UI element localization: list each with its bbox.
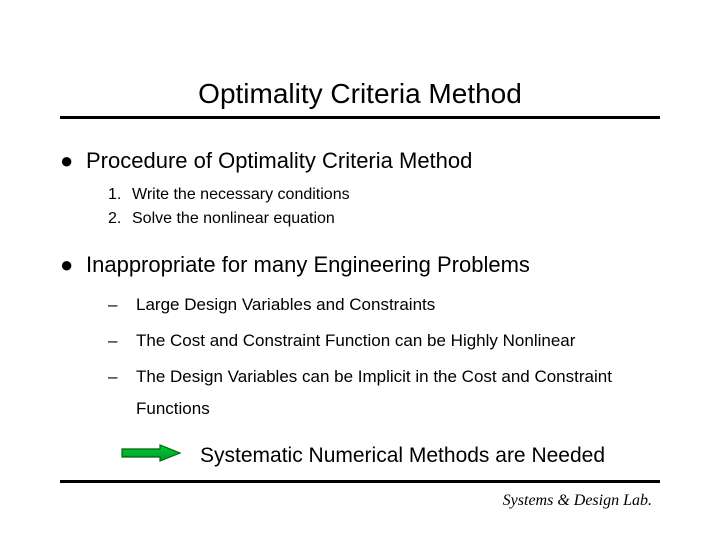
dash-icon: – — [108, 361, 136, 425]
bullet-heading: Procedure of Optimality Criteria Method — [86, 147, 472, 175]
arrow-shape — [122, 445, 180, 461]
list-number: 2. — [108, 207, 132, 231]
slide: Optimality Criteria Method ● Procedure o… — [0, 0, 720, 540]
bullet-heading: Inappropriate for many Engineering Probl… — [86, 251, 530, 279]
list-text: The Cost and Constraint Function can be … — [136, 325, 670, 357]
list-text: Large Design Variables and Constraints — [136, 289, 670, 321]
slide-title: Optimality Criteria Method — [60, 78, 660, 110]
bullet-icon: ● — [60, 251, 86, 279]
bullet-item: ● Procedure of Optimality Criteria Metho… — [60, 147, 670, 175]
list-text: Solve the nonlinear equation — [132, 207, 335, 231]
arrow-icon — [120, 443, 200, 468]
list-item: – The Cost and Constraint Function can b… — [108, 325, 670, 357]
dash-icon: – — [108, 289, 136, 321]
list-item: 1. Write the necessary conditions — [108, 183, 670, 207]
footer-label: Systems & Design Lab. — [503, 492, 652, 510]
conclusion-text: Systematic Numerical Methods are Needed — [200, 444, 605, 468]
bottom-divider — [60, 480, 660, 483]
list-text: The Design Variables can be Implicit in … — [136, 361, 670, 425]
list-item: – The Design Variables can be Implicit i… — [108, 361, 670, 425]
bullet-item: ● Inappropriate for many Engineering Pro… — [60, 251, 670, 279]
list-item: – Large Design Variables and Constraints — [108, 289, 670, 321]
dash-list: – Large Design Variables and Constraints… — [108, 289, 670, 425]
bullet-icon: ● — [60, 147, 86, 175]
list-text: Write the necessary conditions — [132, 183, 350, 207]
list-number: 1. — [108, 183, 132, 207]
list-item: 2. Solve the nonlinear equation — [108, 207, 670, 231]
content-area: ● Procedure of Optimality Criteria Metho… — [0, 119, 720, 468]
conclusion-row: Systematic Numerical Methods are Needed — [120, 443, 670, 468]
dash-icon: – — [108, 325, 136, 357]
title-wrap: Optimality Criteria Method — [0, 0, 720, 110]
numbered-list: 1. Write the necessary conditions 2. Sol… — [108, 183, 670, 231]
